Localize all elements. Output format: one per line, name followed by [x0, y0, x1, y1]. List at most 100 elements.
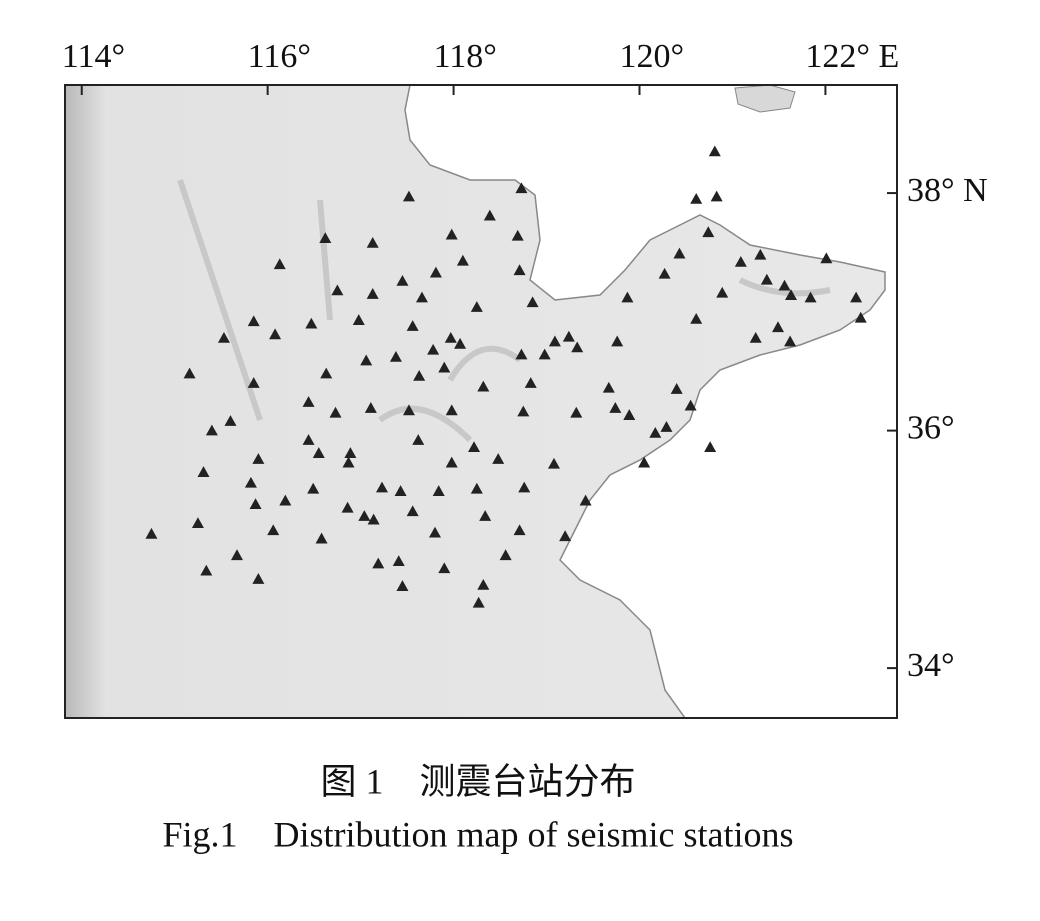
station	[708, 145, 721, 157]
land	[65, 85, 886, 718]
station	[249, 498, 262, 510]
station	[432, 485, 445, 496]
station	[273, 258, 286, 270]
station	[670, 383, 683, 394]
station	[252, 453, 265, 464]
station	[704, 441, 717, 453]
station	[375, 481, 388, 493]
station	[197, 466, 210, 477]
station	[445, 456, 458, 468]
station	[252, 573, 265, 584]
x-tick-label: 118°	[434, 38, 497, 75]
station	[438, 562, 451, 574]
station	[784, 335, 797, 347]
station	[352, 314, 365, 325]
station	[850, 291, 863, 303]
station	[702, 226, 715, 238]
station	[438, 361, 451, 373]
station	[267, 524, 280, 536]
station	[364, 402, 377, 413]
station	[778, 279, 791, 291]
station	[710, 190, 723, 202]
station	[358, 510, 371, 521]
station	[445, 228, 458, 240]
station	[428, 526, 441, 538]
station	[429, 266, 442, 278]
station	[499, 549, 512, 561]
station	[754, 248, 767, 260]
station	[341, 501, 354, 513]
station	[247, 315, 260, 327]
station	[479, 510, 492, 521]
station	[312, 447, 325, 458]
station	[224, 415, 237, 426]
station	[559, 530, 572, 542]
station	[684, 399, 697, 411]
station	[820, 252, 833, 264]
station	[302, 434, 315, 445]
caption-en: Fig.1 Distribution map of seismic statio…	[163, 814, 794, 854]
station	[205, 424, 218, 436]
station	[658, 267, 671, 279]
station	[320, 367, 333, 379]
caption-cn: 图 1 测震台站分布	[320, 761, 635, 801]
station	[344, 447, 357, 458]
station	[456, 254, 469, 266]
station	[342, 456, 355, 468]
station	[472, 596, 485, 608]
station	[412, 434, 425, 445]
station	[772, 321, 785, 333]
station	[396, 274, 409, 286]
station	[548, 335, 561, 347]
station	[279, 494, 292, 506]
station	[524, 377, 537, 388]
station	[638, 456, 651, 468]
map-base	[65, 85, 897, 718]
station	[611, 335, 624, 347]
map-frame	[64, 84, 898, 719]
station	[302, 396, 315, 407]
station	[200, 564, 213, 576]
station	[477, 578, 490, 590]
station	[660, 421, 673, 432]
station	[413, 369, 426, 381]
station	[623, 409, 636, 420]
station	[392, 555, 405, 567]
station	[716, 286, 729, 298]
station	[609, 402, 622, 413]
y-tick-label: 38° N	[907, 172, 988, 209]
station	[331, 284, 344, 296]
station	[305, 317, 318, 329]
station	[492, 453, 505, 464]
y-tick-label: 34°	[907, 647, 955, 684]
station	[518, 481, 531, 493]
x-tick-label: 116°	[248, 38, 311, 75]
station	[734, 255, 747, 267]
station	[602, 381, 615, 393]
station	[515, 348, 528, 360]
y-tick-label: 36°	[907, 409, 955, 446]
station	[690, 312, 703, 324]
station	[785, 289, 798, 301]
station	[470, 482, 483, 494]
station	[649, 426, 662, 438]
station	[517, 405, 530, 417]
station	[406, 320, 419, 331]
station	[329, 406, 342, 418]
station	[372, 557, 385, 569]
station	[183, 367, 196, 379]
station	[247, 377, 260, 388]
station	[444, 331, 457, 343]
station	[579, 494, 592, 506]
station	[230, 549, 243, 561]
station	[513, 264, 526, 276]
station	[515, 182, 528, 194]
x-tick-label: 120°	[619, 38, 684, 75]
station	[477, 380, 490, 392]
x-tick-label: 114°	[62, 38, 125, 75]
station	[571, 341, 584, 353]
station	[760, 273, 773, 285]
station	[547, 457, 560, 469]
station	[315, 532, 328, 544]
station	[319, 232, 332, 244]
